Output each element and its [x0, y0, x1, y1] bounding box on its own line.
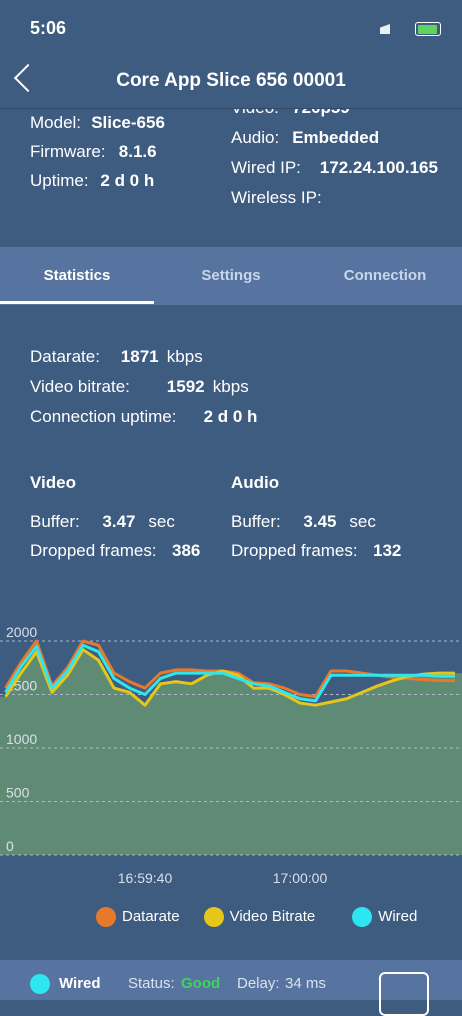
- info-label: Wireless IP:: [231, 188, 322, 207]
- legend-dot: [203, 907, 224, 927]
- delay: 34 ms: [285, 975, 326, 992]
- status-time: 5:06: [30, 18, 67, 38]
- tab-underline: [0, 301, 154, 304]
- series-line: [4, 643, 455, 703]
- area: [0, 649, 462, 855]
- tab-bar: [0, 247, 462, 305]
- buffer-unit: sec: [349, 512, 376, 531]
- series-line: [4, 648, 455, 707]
- delay-label: Delay:: [237, 975, 280, 992]
- buffer-unit: sec: [148, 512, 175, 531]
- status-label: Status:: [128, 975, 175, 992]
- dropped-label: Dropped frames:: [30, 541, 157, 560]
- y-tick-label: 500: [6, 785, 30, 801]
- battery-fill: [418, 25, 437, 34]
- buffer-label: Buffer:: [231, 512, 281, 531]
- y-tick-label: 0: [6, 838, 14, 854]
- stat-unit: kbps: [166, 347, 203, 366]
- signal: [362, 24, 390, 34]
- info-value: 172.24.100.165: [319, 158, 438, 177]
- stat-unit: kbps: [212, 377, 249, 396]
- info-label: Firmware:: [30, 142, 106, 161]
- battery: [415, 22, 441, 36]
- stat-label: Datarate:: [30, 347, 100, 366]
- buffer-value: 3.45: [303, 512, 337, 531]
- info-value: Slice-656: [91, 113, 165, 132]
- y-tick-label: 1000: [6, 731, 37, 747]
- connection: Wired: [59, 975, 101, 992]
- tab[interactable]: Statistics: [43, 267, 111, 284]
- stat-value: 1592: [166, 377, 205, 396]
- info-label: Wired IP:: [231, 158, 301, 177]
- info-value: 8.1.6: [118, 142, 157, 161]
- section-title: Video: [30, 473, 76, 492]
- info-label: Model:: [30, 113, 82, 132]
- legend-label: Datarate: [122, 908, 180, 925]
- y-tick-label: 2000: [6, 624, 37, 640]
- x-tick-label: 16:59:40: [118, 870, 173, 886]
- stat-label: Video bitrate:: [30, 377, 130, 396]
- legend-label: Wired: [378, 908, 418, 925]
- stat-value: 2 d 0 h: [203, 407, 258, 426]
- status: Good: [181, 975, 221, 992]
- stat-label: Connection uptime:: [30, 407, 177, 426]
- dropped-label: Dropped frames:: [231, 541, 358, 560]
- header-bg: [0, 0, 462, 109]
- tab[interactable]: Connection: [343, 267, 427, 284]
- x-tick-label: 17:00:00: [273, 870, 328, 886]
- legend-dot: [96, 907, 116, 927]
- dropped-value: 132: [373, 541, 402, 560]
- wired-dot: [30, 974, 50, 994]
- legend-dot: [352, 907, 373, 927]
- buffer-value: 3.47: [102, 512, 136, 531]
- buffer-label: Buffer:: [30, 512, 80, 531]
- legend-label: Video Bitrate: [229, 908, 316, 925]
- info-value: 2 d 0 h: [100, 171, 155, 190]
- info-value: Embedded: [292, 128, 380, 147]
- header-title: Core App Slice 656 00001: [116, 70, 346, 91]
- section-title: Audio: [231, 473, 280, 492]
- info-label: Audio:: [231, 128, 280, 147]
- tab[interactable]: Settings: [201, 267, 261, 284]
- settings-button[interactable]: [379, 972, 429, 1016]
- bottom-bar: [0, 960, 462, 1000]
- info-label: Uptime:: [30, 171, 89, 190]
- dropped-value: 386: [172, 541, 201, 560]
- stat-value: 1871: [120, 347, 159, 366]
